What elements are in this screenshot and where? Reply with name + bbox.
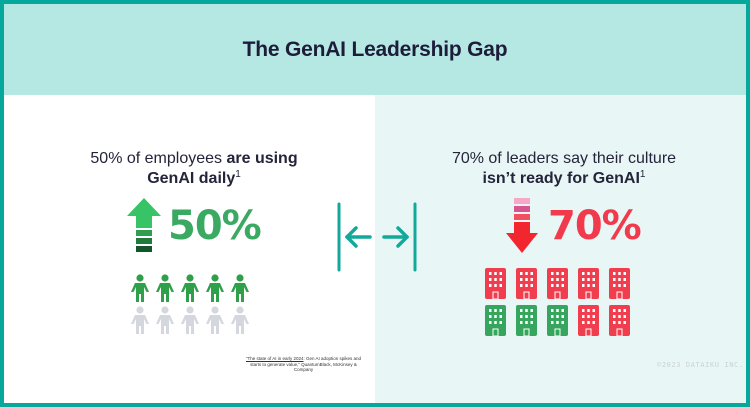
left-panel xyxy=(4,95,375,403)
footnote-marker: 1 xyxy=(639,169,646,180)
person-icon-muted xyxy=(206,306,224,334)
person-icon-muted xyxy=(231,306,249,334)
source-title: “The state of AI in early 2024 xyxy=(245,356,304,361)
statement-bold: GenAI daily xyxy=(147,170,236,187)
person-icon xyxy=(206,274,224,302)
buildings-grid xyxy=(485,268,640,336)
person-icon xyxy=(231,274,249,302)
right-panel xyxy=(375,95,746,403)
footnote-marker: 1 xyxy=(235,169,241,180)
building-icon xyxy=(578,268,599,299)
building-icon xyxy=(609,268,630,299)
header-banner: The GenAI Leadership Gap xyxy=(4,4,746,95)
gap-arrows-icon xyxy=(337,202,417,272)
employees-percent: 50% xyxy=(168,203,262,249)
person-icon-muted xyxy=(131,306,149,334)
statement-normal: 70% of leaders say their culture xyxy=(451,150,677,167)
person-icon xyxy=(131,274,149,302)
building-icon xyxy=(609,305,630,336)
leaders-statement: 70% of leaders say their culture isn’t r… xyxy=(424,149,704,189)
source-footnote: “The state of AI in early 2024: Gen AI a… xyxy=(241,356,366,373)
statement-normal: 50% of employees xyxy=(90,150,227,167)
building-icon-green xyxy=(547,305,568,336)
building-icon xyxy=(516,268,537,299)
person-icon xyxy=(181,274,199,302)
arrow-up-icon xyxy=(127,198,161,252)
building-icon xyxy=(547,268,568,299)
building-icon xyxy=(578,305,599,336)
building-icon xyxy=(485,268,506,299)
person-icon-muted xyxy=(156,306,174,334)
person-icon-muted xyxy=(181,306,199,334)
building-icon-green xyxy=(516,305,537,336)
building-icon-green xyxy=(485,305,506,336)
page-title: The GenAI Leadership Gap xyxy=(242,37,508,61)
statement-bold: are using xyxy=(226,150,298,167)
employees-statement: 50% of employees are using GenAI daily1 xyxy=(64,149,324,189)
copyright-text: ©2023 DATAIKU INC. xyxy=(657,361,744,369)
arrow-down-icon xyxy=(506,198,538,253)
people-grid xyxy=(130,274,255,334)
person-icon xyxy=(156,274,174,302)
source-rest: : Gen AI adoption spikes and starts to g… xyxy=(250,356,362,372)
statement-bold: isn’t ready for GenAI xyxy=(482,170,640,187)
leaders-percent: 70% xyxy=(548,203,642,249)
